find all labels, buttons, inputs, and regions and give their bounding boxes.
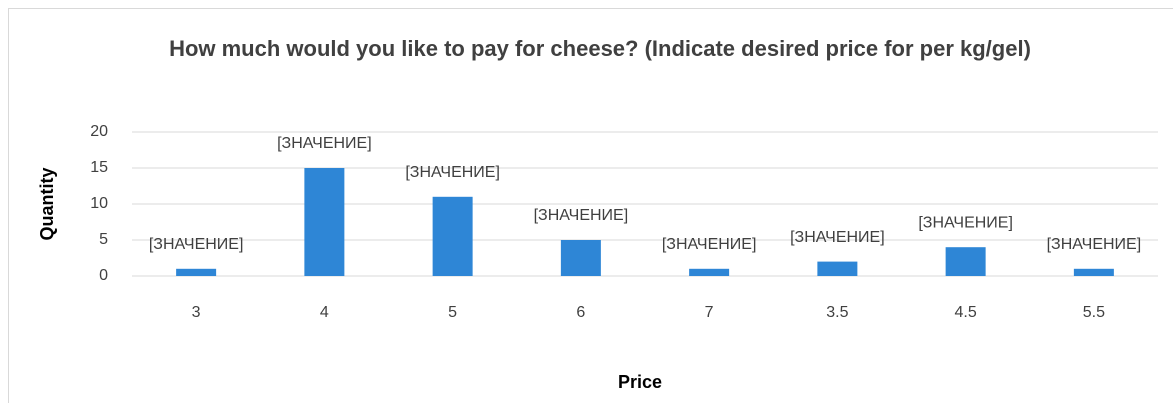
x-tick-label: 5 [448,304,457,321]
y-axis-title: Quantity [37,167,57,240]
x-tick-label: 4 [320,304,329,321]
x-tick-label: 3.5 [826,304,848,321]
bar [689,268,730,276]
y-tick-label: 15 [90,159,108,176]
data-label: [ЗНАЧЕНИЕ] [918,214,1013,231]
bar [560,240,601,276]
chart-title: How much would you like to pay for chees… [169,36,1031,61]
data-label: [ЗНАЧЕНИЕ] [149,236,244,253]
chart-border [8,8,1173,403]
data-label: [ЗНАЧЕНИЕ] [534,207,629,224]
x-tick-label: 3 [192,304,201,321]
data-label: [ЗНАЧЕНИЕ] [1047,236,1142,253]
y-tick-label: 10 [90,195,108,212]
bar [1073,268,1114,276]
y-tick-label: 5 [99,231,108,248]
bar [304,168,345,276]
data-label: [ЗНАЧЕНИЕ] [277,135,372,152]
bar [432,196,473,276]
x-tick-label: 5.5 [1083,304,1105,321]
x-tick-label: 7 [705,304,714,321]
y-tick-label: 20 [90,123,108,140]
data-label: [ЗНАЧЕНИЕ] [790,229,885,246]
bar [817,261,858,276]
x-axis-title: Price [618,372,662,392]
bar [176,268,217,276]
x-tick-label: 6 [576,304,585,321]
y-tick-label: 0 [99,267,108,284]
x-tick-label: 4.5 [955,304,977,321]
data-label: [ЗНАЧЕНИЕ] [405,164,500,181]
bar [945,247,986,276]
data-label: [ЗНАЧЕНИЕ] [662,236,757,253]
